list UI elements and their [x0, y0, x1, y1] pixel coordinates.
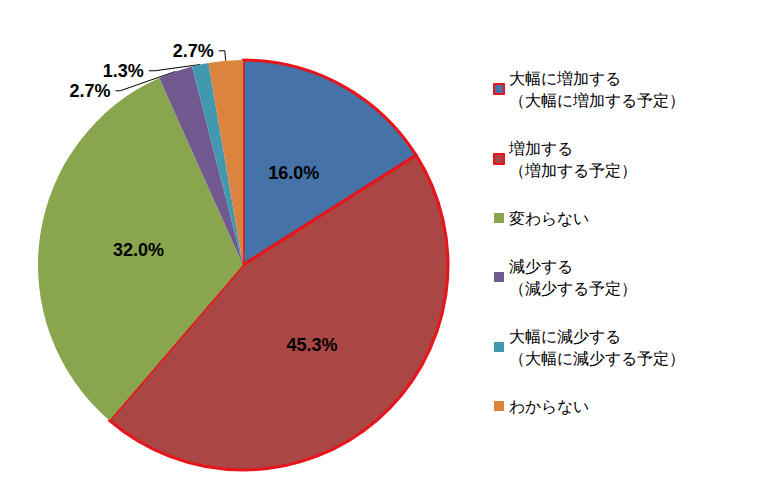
svg-text:大幅に増加する: 大幅に増加する: [509, 70, 621, 87]
svg-text:（大幅に減少する予定）: （大幅に減少する予定）: [509, 350, 685, 367]
svg-text:減少する: 減少する: [509, 258, 573, 275]
svg-text:1.3%: 1.3%: [103, 61, 144, 81]
svg-text:45.3%: 45.3%: [286, 335, 337, 355]
svg-text:変わらない: 変わらない: [509, 210, 589, 227]
svg-text:（増加する予定）: （増加する予定）: [509, 162, 637, 179]
svg-text:増加する: 増加する: [508, 140, 573, 157]
svg-text:大幅に減少する: 大幅に減少する: [509, 328, 621, 345]
svg-text:（大幅に増加する予定）: （大幅に増加する予定）: [509, 92, 685, 109]
svg-text:（減少する予定）: （減少する予定）: [509, 280, 637, 297]
svg-text:2.7%: 2.7%: [173, 41, 214, 61]
svg-text:32.0%: 32.0%: [113, 240, 164, 260]
svg-text:2.7%: 2.7%: [69, 81, 110, 101]
svg-text:わからない: わからない: [509, 398, 589, 415]
svg-text:16.0%: 16.0%: [268, 163, 319, 183]
